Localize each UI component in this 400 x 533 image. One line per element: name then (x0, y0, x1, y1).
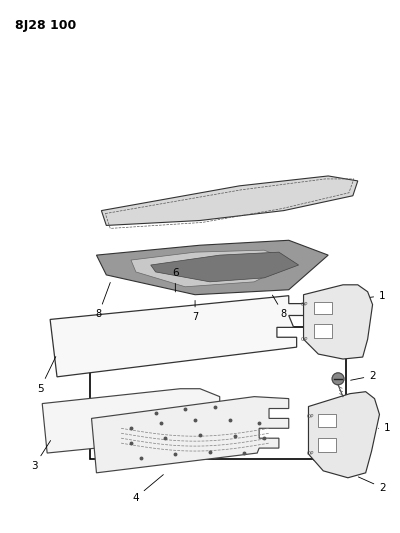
Text: 8J28 100: 8J28 100 (15, 19, 76, 31)
Text: 5: 5 (37, 357, 56, 394)
Polygon shape (101, 176, 358, 225)
Text: OP: OP (306, 450, 314, 456)
Text: 8: 8 (95, 282, 110, 319)
Text: 7: 7 (192, 301, 198, 322)
Text: 2: 2 (351, 371, 376, 381)
Text: 6: 6 (172, 268, 179, 292)
Bar (318, 415, 336, 427)
Polygon shape (151, 252, 299, 282)
Text: 2: 2 (358, 477, 386, 492)
Polygon shape (304, 285, 372, 359)
Polygon shape (96, 240, 328, 295)
Bar (314, 302, 332, 313)
Text: OP: OP (306, 414, 314, 419)
Text: 4: 4 (132, 474, 163, 503)
Text: OP: OP (300, 302, 308, 307)
Text: 1: 1 (370, 290, 386, 301)
Text: 8: 8 (272, 295, 287, 319)
Text: 3: 3 (31, 441, 50, 471)
Text: OP: OP (300, 337, 308, 342)
Polygon shape (50, 296, 308, 377)
Polygon shape (131, 250, 294, 287)
Bar (318, 438, 336, 452)
Polygon shape (92, 397, 289, 473)
Polygon shape (42, 389, 220, 453)
Text: 1: 1 (378, 423, 391, 433)
Circle shape (332, 373, 344, 385)
Bar (90, 327, 346, 459)
Polygon shape (308, 392, 380, 478)
Bar (314, 325, 332, 338)
